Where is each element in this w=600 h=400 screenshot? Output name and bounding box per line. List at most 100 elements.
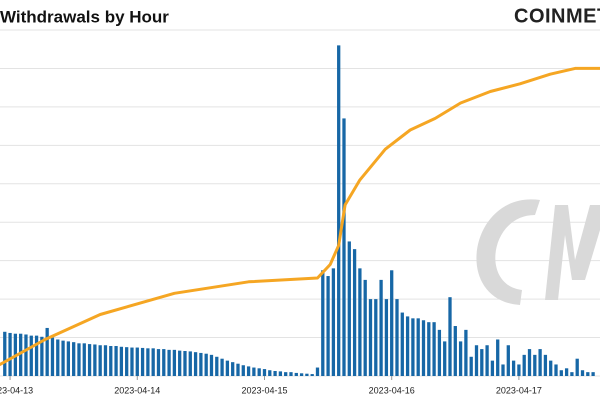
bar [416,318,420,376]
bar [146,348,150,376]
bar [538,349,542,376]
bar [337,45,341,376]
bar [151,348,155,376]
bar [421,320,426,376]
bar [29,335,33,376]
bar [411,318,415,376]
cumulative-line [0,66,600,366]
bar [273,371,277,376]
bar [352,249,357,376]
bar [231,362,235,376]
bar [363,279,367,376]
bar [570,372,574,376]
bar [490,360,495,376]
bar [527,349,532,376]
bar [246,366,251,376]
bar [591,372,595,376]
bar [331,268,336,376]
bar [374,299,378,376]
bar [82,343,86,376]
bar [575,358,579,376]
bar [554,364,558,376]
bar [183,351,187,376]
bar [453,326,457,376]
bar [517,364,521,376]
x-tick-label: 2023-04-14 [114,385,160,395]
bar [167,349,171,376]
bar [225,360,230,376]
bar [310,374,314,376]
bar [3,331,7,376]
bar [485,345,489,376]
bar [506,345,510,376]
bar [580,370,585,376]
bar [178,350,182,376]
bar [215,356,219,376]
bar [443,341,447,376]
bar [390,270,394,376]
bar [40,336,44,376]
bar [93,344,97,376]
bar [432,322,436,376]
bar [199,352,203,376]
watermark-c [476,199,540,305]
bar [437,329,442,376]
bar [193,352,198,376]
bar [549,360,553,376]
bar [19,333,23,376]
bar [77,343,81,376]
grid [0,29,600,380]
bar [268,370,272,376]
bar [496,339,500,376]
bar [379,279,383,376]
bar [427,322,431,376]
bar [358,268,362,376]
bar [257,368,261,376]
bar [66,341,71,376]
bar [395,299,399,376]
bar [533,354,537,376]
bar [98,345,102,376]
logo: COINMET [514,5,600,27]
bar [262,369,267,376]
bar [368,299,373,376]
bar [34,335,39,376]
bar [342,118,346,376]
bar [125,347,129,376]
bar [289,372,293,376]
bar [400,312,404,376]
bar [294,372,298,376]
bar [284,372,288,376]
bar [156,349,161,376]
chart-title: Withdrawals by Hour [0,7,169,26]
watermark-m [545,205,600,300]
bar [464,329,468,376]
bar [326,276,330,376]
x-tick-label: 2023-04-16 [369,385,415,395]
bar [172,349,177,376]
bar [236,363,240,376]
bar [241,365,245,376]
bar [347,241,351,376]
bar [480,349,484,376]
bar [559,370,563,376]
bar [204,353,208,376]
bar [8,332,12,376]
bar [448,297,452,376]
x-tick-label: 2023-04-13 [0,385,33,395]
bar [119,346,124,376]
bar [315,367,320,376]
bar [305,373,309,376]
bar [103,345,108,376]
bar [114,346,118,376]
bar [24,334,28,376]
bar [162,349,166,376]
bar [50,337,55,376]
bar [188,351,192,376]
bar [45,327,49,376]
bar [586,372,590,376]
bar [87,344,92,376]
bar [469,356,473,376]
